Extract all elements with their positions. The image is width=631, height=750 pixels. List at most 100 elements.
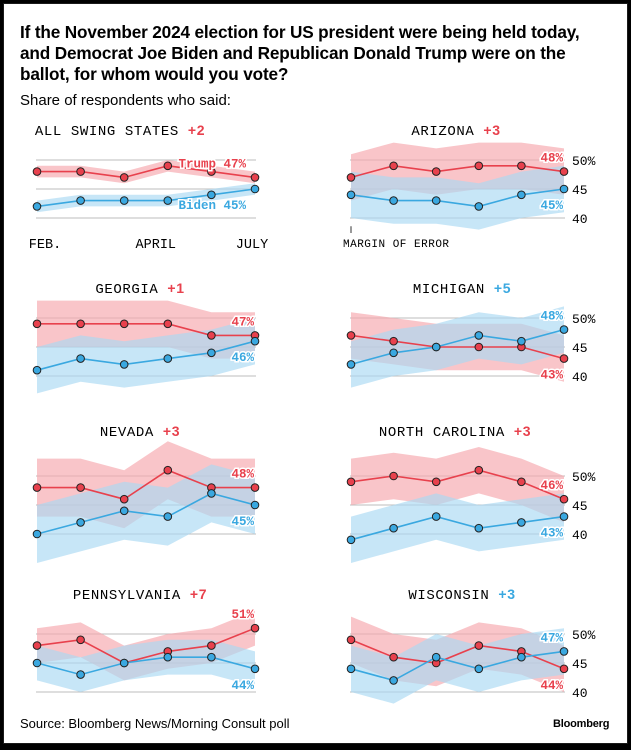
- trump-end-label: 46%: [540, 479, 563, 493]
- panel-georgia: GEORGIA +1 47% 46%: [32, 280, 260, 394]
- panel-title: ARIZONA +3: [411, 122, 500, 140]
- biden-point: [474, 202, 484, 211]
- lead-margin: +2: [188, 122, 205, 138]
- biden-point: [431, 342, 441, 352]
- trump-point: [559, 664, 569, 674]
- biden-point: [559, 647, 569, 656]
- biden-point: [76, 354, 85, 363]
- biden-point: [431, 652, 441, 662]
- biden-end-label: 47%: [540, 631, 563, 645]
- panel-wisconsin: WISCONSIN +3 44% 47% 50% 45 40: [346, 586, 596, 704]
- biden-point: [250, 184, 260, 194]
- y-tick-label: 50%: [572, 154, 596, 169]
- biden-point: [389, 523, 398, 533]
- trump-point: [517, 161, 526, 171]
- trump-point: [76, 167, 85, 176]
- trump-end-label: 47%: [231, 315, 254, 329]
- y-tick-label: 45: [572, 341, 588, 356]
- y-tick-label: 50%: [572, 312, 596, 327]
- biden-point: [163, 196, 173, 205]
- lead-margin: +3: [514, 423, 531, 439]
- source-note: Source: Bloomberg News/Morning Consult p…: [20, 716, 290, 731]
- trump-end-label: 48%: [231, 468, 254, 482]
- biden-point: [346, 664, 356, 674]
- trump-point: [517, 477, 526, 487]
- trump-point: [32, 319, 42, 329]
- title-line-1: If the November 2024 election for US pre…: [20, 22, 580, 42]
- trump-point: [207, 641, 216, 650]
- trump-point: [163, 465, 173, 475]
- biden-point: [119, 658, 129, 668]
- biden-end-label: 48%: [540, 310, 563, 324]
- panel-title: MICHIGAN +5: [413, 280, 511, 298]
- trump-point: [559, 167, 569, 176]
- biden-point: [389, 348, 398, 358]
- panel-north-carolina: NORTH CAROLINA +3 46% 43% 50% 45 40: [346, 423, 596, 563]
- panel-nevada: NEVADA +3 48% 45%: [32, 423, 260, 563]
- biden-point: [32, 529, 42, 539]
- y-tick-label: 40: [572, 212, 588, 227]
- biden-point: [76, 670, 85, 679]
- biden-margin-band: [37, 183, 255, 213]
- trump-end-label: Trump 47%: [178, 157, 246, 171]
- panel-michigan: MICHIGAN +5 43% 48% 50% 45 40: [346, 280, 596, 388]
- biden-point: [76, 518, 85, 527]
- trump-point: [119, 319, 129, 329]
- trump-line: [36, 627, 256, 664]
- trump-point: [346, 331, 356, 340]
- state-name: MICHIGAN: [413, 282, 494, 298]
- biden-margin-band: [351, 628, 564, 704]
- biden-point: [517, 190, 526, 200]
- trump-point: [389, 471, 398, 481]
- biden-point: [346, 360, 356, 369]
- chart-title: If the November 2024 election for US pre…: [20, 22, 615, 85]
- biden-end-label: 46%: [231, 351, 254, 365]
- biden-point: [517, 518, 526, 527]
- biden-line: [36, 492, 256, 535]
- state-name: NORTH CAROLINA: [379, 425, 514, 441]
- trump-margin-band: [351, 447, 564, 523]
- panel-pennsylvania: PENNSYLVANIA +7 51% 44%: [32, 586, 260, 694]
- biden-margin-band: [37, 318, 255, 394]
- biden-point: [119, 360, 129, 369]
- bloomberg-logo: Bloomberg: [553, 718, 610, 730]
- panel-title: ALL SWING STATES +2: [35, 122, 205, 140]
- state-name: GEORGIA: [95, 282, 167, 298]
- biden-point: [517, 336, 526, 346]
- state-name: ALL SWING STATES: [35, 124, 188, 140]
- biden-point: [163, 512, 173, 521]
- panel-title: PENNSYLVANIA +7: [73, 586, 207, 604]
- panel-title: NORTH CAROLINA +3: [379, 423, 531, 441]
- trump-line: [350, 334, 565, 360]
- biden-end-label: 45%: [540, 199, 563, 213]
- biden-line: [36, 340, 256, 371]
- biden-point: [389, 196, 398, 205]
- x-tick-label: FEB.: [29, 238, 61, 253]
- lead-margin: +3: [483, 122, 500, 138]
- biden-point: [163, 652, 173, 662]
- trump-point: [76, 319, 85, 329]
- biden-point: [346, 190, 356, 200]
- trump-point: [119, 494, 129, 504]
- trump-end-label: 51%: [231, 608, 254, 622]
- biden-point: [207, 652, 216, 662]
- trump-line: [350, 639, 565, 670]
- y-tick-label: 45: [572, 183, 588, 198]
- biden-end-label: 43%: [540, 527, 563, 541]
- biden-point: [517, 652, 526, 662]
- biden-point: [32, 658, 42, 668]
- biden-point: [431, 196, 441, 205]
- biden-point: [389, 676, 398, 685]
- trump-end-label: 48%: [540, 152, 563, 166]
- biden-point: [250, 500, 260, 510]
- margin-of-error-label: MARGIN OF ERROR: [343, 239, 450, 251]
- panel-title: NEVADA +3: [100, 423, 180, 441]
- state-name: ARIZONA: [411, 124, 483, 140]
- trump-point: [474, 465, 484, 475]
- trump-point: [346, 635, 356, 645]
- panel-title: GEORGIA +1: [95, 280, 184, 298]
- biden-line: [350, 515, 565, 541]
- y-tick-label: 50%: [572, 628, 596, 643]
- biden-line: [36, 188, 256, 208]
